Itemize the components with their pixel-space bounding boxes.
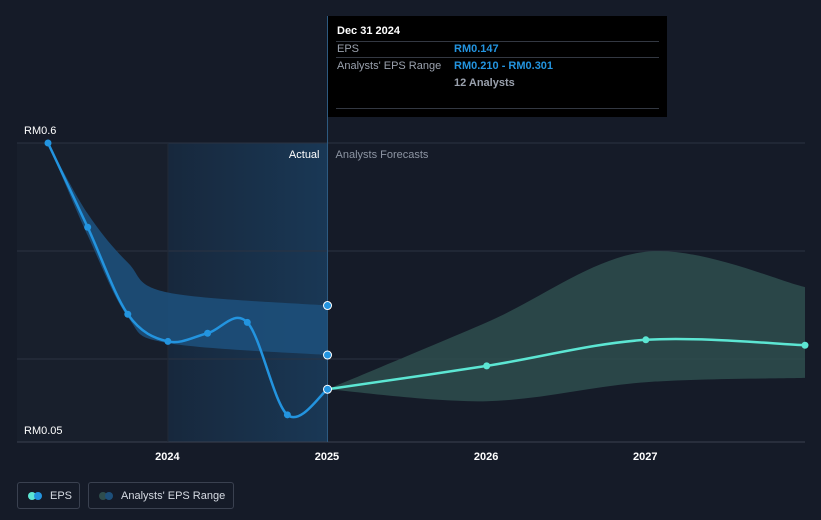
eps-swatch-icon xyxy=(28,491,42,500)
y-tick-label: RM0.6 xyxy=(24,125,56,137)
legend-eps[interactable]: EPS xyxy=(17,482,80,509)
tooltip-divider xyxy=(336,41,659,42)
x-tick-label: 2027 xyxy=(633,451,657,463)
tooltip-analyst-count: 12 Analysts xyxy=(454,77,515,89)
legend-range-label: Analysts' EPS Range xyxy=(121,489,226,502)
tooltip: Dec 31 2024 EPS RM0.147 Analysts' EPS Ra… xyxy=(328,16,667,117)
tooltip-range-value: RM0.210 - RM0.301 xyxy=(454,60,554,72)
x-tick-label: 2024 xyxy=(155,451,180,463)
x-tick-label: 2026 xyxy=(474,451,498,463)
forecast-section-label: Analysts Forecasts xyxy=(336,149,429,161)
actual-range-band xyxy=(48,143,328,356)
forecast-range-band xyxy=(327,251,805,402)
legend-eps-label: EPS xyxy=(50,489,73,502)
eps-actual-point xyxy=(204,329,212,337)
y-tick-label: RM0.05 xyxy=(24,425,63,437)
eps-forecast-point xyxy=(642,336,650,344)
eps-actual-point xyxy=(164,337,172,345)
tooltip-divider xyxy=(336,57,659,58)
eps-actual-point xyxy=(243,318,251,326)
eps-actual-point xyxy=(84,223,92,231)
actual-region xyxy=(167,143,328,442)
range-marker xyxy=(323,301,333,311)
tooltip-eps-value: RM0.147 xyxy=(454,43,499,55)
highlight-point xyxy=(323,384,333,394)
eps-forecast-point xyxy=(483,362,491,370)
eps-actual-point xyxy=(283,411,291,419)
eps-actual-point xyxy=(124,310,132,318)
eps-forecast-line xyxy=(327,337,806,391)
eps-actual-point xyxy=(44,139,52,147)
actual-section-label: Actual xyxy=(289,149,320,161)
legend-eps-range[interactable]: Analysts' EPS Range xyxy=(88,482,234,509)
range-marker xyxy=(323,350,333,360)
range-swatch-icon xyxy=(99,491,113,500)
tooltip-range-label: Analysts' EPS Range xyxy=(337,60,442,72)
x-tick-label: 2025 xyxy=(315,451,339,463)
tooltip-date: Dec 31 2024 xyxy=(337,25,400,37)
tooltip-eps-label: EPS xyxy=(337,43,360,55)
eps-forecast-point xyxy=(801,341,809,349)
tooltip-divider xyxy=(336,108,659,109)
